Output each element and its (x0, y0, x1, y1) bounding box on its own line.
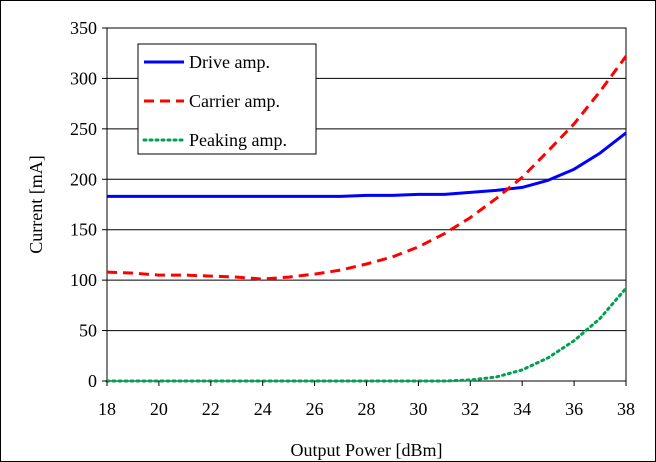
series-line-0 (107, 131, 627, 198)
x-tick-label-34: 34 (513, 399, 531, 419)
x-tick-label-28: 28 (358, 399, 376, 419)
y-tick-label-200: 200 (70, 169, 97, 189)
y-tick-label-100: 100 (70, 270, 97, 290)
legend: Drive amp. Carrier amp. Peaking amp. (137, 43, 317, 155)
x-tick-label-26: 26 (306, 399, 324, 419)
legend-label-peaking: Peaking amp. (189, 130, 287, 150)
y-tick-label-300: 300 (70, 68, 97, 88)
y-tick-label-50: 50 (79, 321, 97, 341)
y-tick-label-350: 350 (70, 18, 97, 38)
legend-label-drive: Drive amp. (189, 52, 270, 72)
x-tick-label-24: 24 (254, 399, 272, 419)
x-tick-label-32: 32 (461, 399, 479, 419)
legend-label-carrier: Carrier amp. (189, 91, 280, 111)
x-tick-label-22: 22 (202, 399, 220, 419)
x-tick-label-36: 36 (565, 399, 583, 419)
x-tick-label-38: 38 (617, 399, 635, 419)
x-axis-title: Output Power [dBm] (291, 440, 443, 460)
series-line-2 (105, 286, 628, 383)
series-line-1 (106, 55, 628, 281)
y-tick-label-150: 150 (70, 220, 97, 240)
x-tick-label-30: 30 (409, 399, 427, 419)
y-tick-label-0: 0 (88, 371, 97, 391)
y-axis-title: Current [mA] (26, 155, 46, 253)
x-tick-label-18: 18 (98, 399, 116, 419)
y-tick-label-250: 250 (70, 119, 97, 139)
ticks: 0 50 100 150 200 250 300 350 18 20 22 24 26 28 30 32 34 3… (70, 18, 635, 419)
x-tick-label-20: 20 (150, 399, 168, 419)
series-group (105, 55, 628, 383)
